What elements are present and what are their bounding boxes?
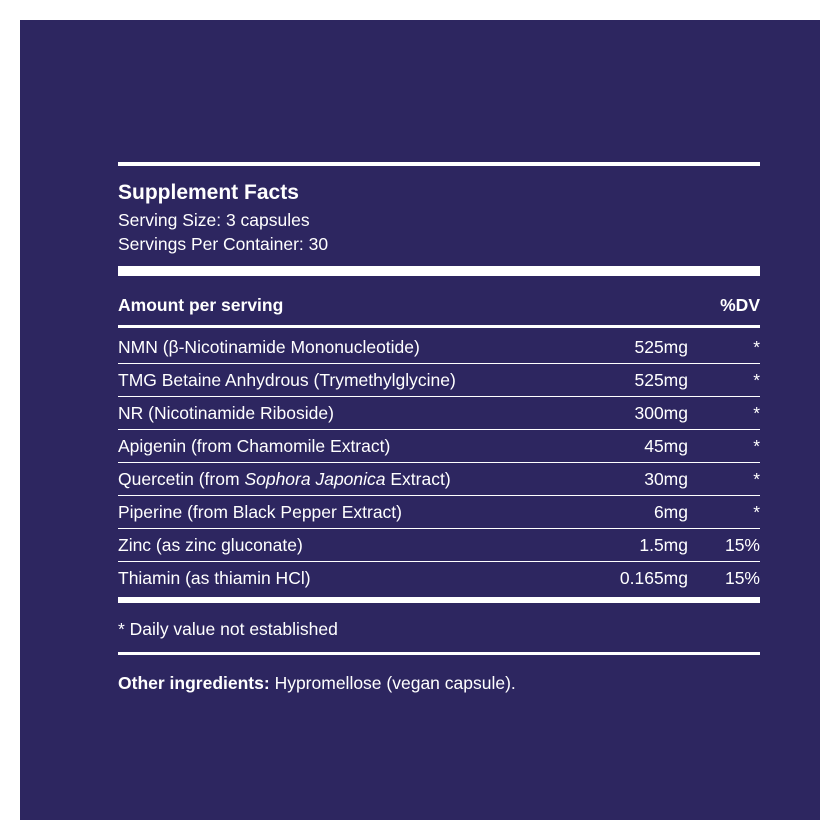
daily-value: * xyxy=(753,337,760,357)
rule xyxy=(118,162,760,166)
row-rule xyxy=(118,396,760,397)
daily-value: * xyxy=(753,403,760,423)
daily-value: 15% xyxy=(724,535,760,555)
rule xyxy=(118,597,760,603)
amount: 525mg xyxy=(634,370,688,390)
rule xyxy=(118,652,760,655)
title: Supplement Facts xyxy=(118,181,299,204)
row-rule xyxy=(118,495,760,496)
rule xyxy=(118,266,760,276)
amount: 0.165mg xyxy=(619,568,688,588)
row-rule xyxy=(118,429,760,430)
ingredient-name: Thiamin (as thiamin HCl) xyxy=(118,568,311,588)
name-part: Sophora Japonica xyxy=(244,469,386,489)
daily-value: * xyxy=(753,469,760,489)
servings-per-container: Servings Per Container: 30 xyxy=(118,234,329,254)
serving-size: Serving Size: 3 capsules xyxy=(118,210,310,230)
daily-value: * xyxy=(753,370,760,390)
ingredient-name: Zinc (as zinc gluconate) xyxy=(118,535,303,555)
row-rule xyxy=(118,363,760,364)
ingredient-name: Quercetin (from Sophora Japonica Extract… xyxy=(118,469,451,489)
daily-value: * xyxy=(753,502,760,522)
amount: 1.5mg xyxy=(639,535,688,555)
amount: 30mg xyxy=(644,469,688,489)
row-rule xyxy=(118,528,760,529)
label-panel: Supplement Facts Serving Size: 3 capsule… xyxy=(20,20,820,820)
daily-value: * xyxy=(753,436,760,456)
row-rule xyxy=(118,561,760,562)
amount-header: Amount per serving xyxy=(118,295,284,315)
amount: 45mg xyxy=(644,436,688,456)
name-part: Extract) xyxy=(385,469,451,489)
ingredient-name: NMN (β-Nicotinamide Mononucleotide) xyxy=(118,337,420,357)
ingredient-name: Apigenin (from Chamomile Extract) xyxy=(118,436,391,456)
other-ingredients: Other ingredients: Hypromellose (vegan c… xyxy=(118,673,516,693)
amount: 6mg xyxy=(653,502,688,522)
name-part: Quercetin (from xyxy=(118,469,245,489)
footnote: * Daily value not established xyxy=(118,619,338,639)
other-ingredients-text: Hypromellose (vegan capsule). xyxy=(274,673,516,693)
amount: 300mg xyxy=(634,403,688,423)
dv-header: %DV xyxy=(720,295,760,315)
amount: 525mg xyxy=(634,337,688,357)
ingredient-name: NR (Nicotinamide Riboside) xyxy=(118,403,334,423)
row-rule xyxy=(118,462,760,463)
ingredient-name: Piperine (from Black Pepper Extract) xyxy=(118,502,402,522)
ingredient-name: TMG Betaine Anhydrous (Trymethylglycine) xyxy=(118,370,456,390)
other-ingredients-label: Other ingredients: xyxy=(118,673,270,693)
rule xyxy=(118,325,760,328)
daily-value: 15% xyxy=(724,568,760,588)
